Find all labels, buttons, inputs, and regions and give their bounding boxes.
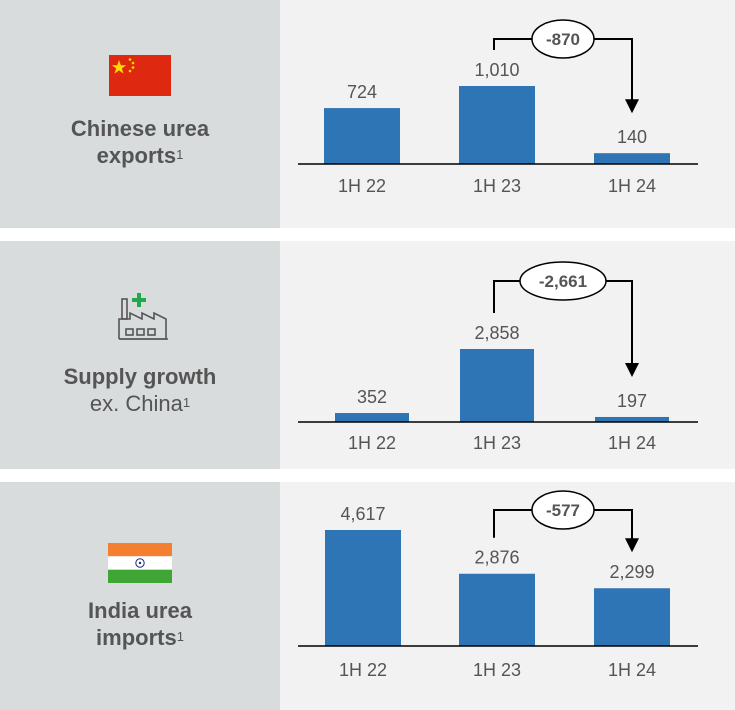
- bar-1h-22: [335, 413, 409, 422]
- value-label: 197: [617, 391, 647, 411]
- value-label: 352: [357, 387, 387, 407]
- label-line-1: India urea: [88, 598, 192, 623]
- bar-1h-24: [595, 416, 669, 422]
- category-label: 1H 22: [348, 433, 396, 453]
- footnote-marker: 1: [176, 629, 184, 644]
- panel-india-urea-imports: India urea imports1 4,617 1H 22 2,876 1H 23…: [0, 482, 735, 710]
- category-label: 1H 24: [608, 660, 656, 680]
- factory-plus-icon: [118, 293, 168, 340]
- value-label: 2,858: [474, 323, 519, 343]
- panel-label-area: Supply growth ex. China1: [0, 241, 280, 469]
- category-label: 1H 22: [338, 176, 386, 196]
- india-flag-icon: [108, 543, 172, 583]
- category-label: 1H 23: [473, 660, 521, 680]
- label-line-2: ex. China: [89, 391, 183, 416]
- china-flag-icon: [109, 55, 171, 96]
- panel-label-area: India urea imports1: [0, 482, 280, 710]
- bar-1h-22: [325, 530, 401, 646]
- value-label: 140: [617, 127, 647, 147]
- footnote-marker: 1: [182, 395, 191, 410]
- change-arrowhead: [625, 99, 639, 114]
- value-label: 1,010: [474, 60, 519, 80]
- bar-1h-24: [594, 588, 670, 646]
- change-label: -2,661: [539, 272, 587, 291]
- panel-supply-growth: Supply growth ex. China1 352 1H 22 2,858 1H…: [0, 241, 735, 469]
- chart-area: 724 1H 22 1,010 1H 23 140 1H 24 -870: [280, 0, 735, 228]
- category-label: 1H 23: [473, 433, 521, 453]
- bar-1h-23: [459, 573, 535, 646]
- value-label: 2,299: [609, 562, 654, 582]
- change-oval: [531, 19, 595, 59]
- value-label: 724: [347, 82, 377, 102]
- panel-label-area: Chinese urea exports1: [0, 0, 280, 228]
- label-line-2: imports: [96, 625, 177, 650]
- panel-label: Chinese urea exports1: [0, 115, 280, 169]
- value-label: 2,876: [474, 548, 519, 568]
- change-arrowhead: [625, 362, 639, 377]
- value-label: 4,617: [340, 504, 385, 524]
- bar-1h-23: [460, 349, 534, 422]
- label-line-1: Chinese urea: [70, 116, 210, 141]
- change-oval: [519, 261, 607, 301]
- bar-1h-22: [324, 108, 400, 164]
- category-label: 1H 23: [473, 176, 521, 196]
- chart-area: 352 1H 22 2,858 1H 23 197 1H 24 -2,661: [280, 241, 735, 469]
- change-label: -870: [546, 30, 580, 49]
- bar-chart-india-urea-imports: 4,617 1H 22 2,876 1H 23 2,299 1H 24 -577: [298, 490, 698, 680]
- change-oval: [531, 490, 595, 530]
- label-line-1: Supply growth: [63, 364, 217, 389]
- category-label: 1H 24: [608, 176, 656, 196]
- label-line-2: exports: [96, 143, 177, 168]
- bar-chart-supply-growth: 352 1H 22 2,858 1H 23 197 1H 24 -2,661: [298, 261, 698, 453]
- panel-chinese-urea-exports: Chinese urea exports1 724 1H 22 1,010 1H 23…: [0, 0, 735, 228]
- category-label: 1H 24: [608, 433, 656, 453]
- bar-chart-chinese-urea-exports: 724 1H 22 1,010 1H 23 140 1H 24 -870: [298, 19, 698, 196]
- change-label: -577: [546, 501, 580, 520]
- change-arrowhead: [625, 538, 639, 553]
- panel-label: India urea imports1: [0, 597, 280, 651]
- panel-label: Supply growth ex. China1: [0, 363, 280, 417]
- footnote-marker: 1: [176, 147, 184, 162]
- bar-1h-24: [594, 153, 670, 164]
- chart-area: 4,617 1H 22 2,876 1H 23 2,299 1H 24 -577: [280, 482, 735, 710]
- category-label: 1H 22: [339, 660, 387, 680]
- bar-1h-23: [459, 86, 535, 164]
